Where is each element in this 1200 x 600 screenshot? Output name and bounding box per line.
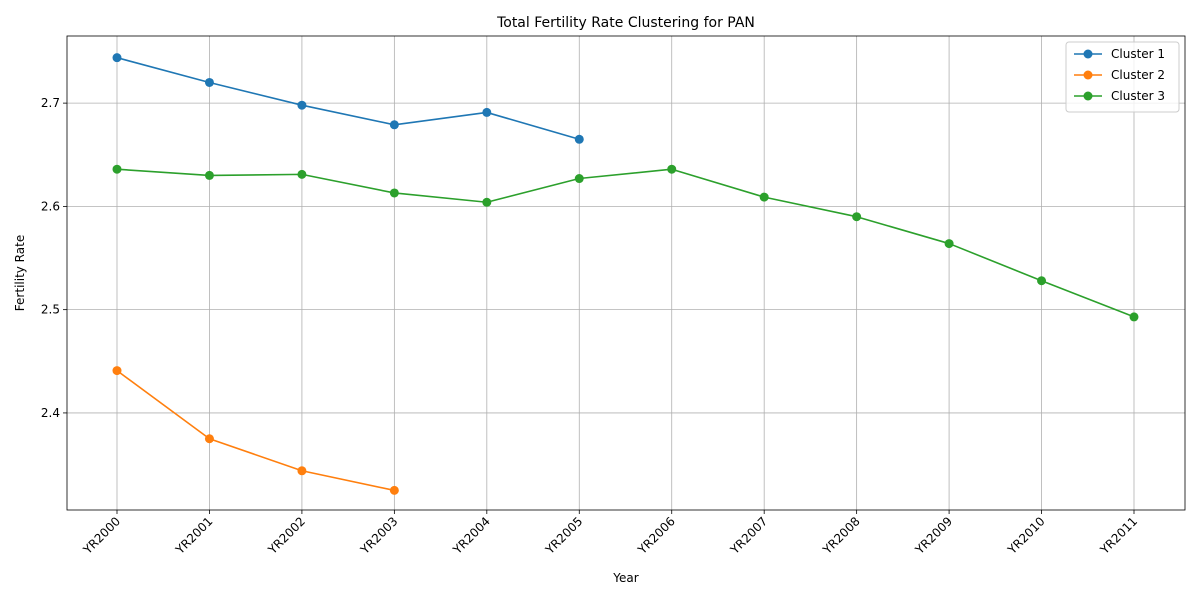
data-point <box>112 366 122 376</box>
data-point <box>297 169 307 179</box>
data-point <box>112 164 122 174</box>
data-point <box>944 239 954 249</box>
y-tick-label: 2.4 <box>41 406 60 420</box>
x-tick-label: YR2000 <box>80 514 123 557</box>
x-axis-label: Year <box>612 571 638 585</box>
x-tick-label: YR2004 <box>450 514 493 557</box>
data-point <box>389 485 399 495</box>
plot-frame <box>66 35 1186 511</box>
legend-label: Cluster 3 <box>1111 89 1165 103</box>
series-2 <box>112 366 399 495</box>
y-tick-label: 2.6 <box>41 199 60 213</box>
x-tick-label: YR2007 <box>727 514 770 557</box>
chart-title: Total Fertility Rate Clustering for PAN <box>496 15 755 31</box>
data-point <box>389 188 399 198</box>
series-line <box>116 56 581 141</box>
legend-label: Cluster 1 <box>1111 47 1165 61</box>
grid <box>67 36 1185 510</box>
series-group <box>112 53 1139 495</box>
legend-marker <box>1083 49 1093 59</box>
data-point <box>204 434 214 444</box>
series-3 <box>112 164 1139 322</box>
legend-label: Cluster 2 <box>1111 68 1165 82</box>
x-tick-label: YR2003 <box>357 514 400 557</box>
x-tick-label: YR2009 <box>912 514 955 557</box>
data-point <box>482 107 492 117</box>
data-point <box>574 174 584 184</box>
data-point <box>297 100 307 110</box>
ticks: YR2000 YR2001 YR2002 YR2003 YR2004 YR2005 YR20… <box>41 96 1140 557</box>
data-point <box>1037 276 1047 286</box>
legend: Cluster 1 Cluster 2 Cluster 3 <box>1065 41 1180 113</box>
x-tick-label: YR2008 <box>819 514 862 557</box>
data-point <box>482 197 492 207</box>
x-tick-label: YR2005 <box>542 514 585 557</box>
y-tick-label: 2.5 <box>41 303 60 317</box>
data-point <box>759 192 769 202</box>
data-point <box>112 53 122 63</box>
data-point <box>204 77 214 87</box>
data-point <box>1129 312 1139 322</box>
data-point <box>667 164 677 174</box>
x-tick-label: YR2001 <box>172 514 215 557</box>
data-point <box>297 466 307 476</box>
data-point <box>852 212 862 222</box>
legend-marker <box>1083 70 1093 80</box>
legend-marker <box>1083 91 1093 101</box>
data-point <box>204 170 214 180</box>
data-point <box>389 120 399 130</box>
x-tick-label: YR2011 <box>1097 514 1140 557</box>
series-1 <box>112 53 584 144</box>
x-tick-label: YR2010 <box>1004 514 1047 557</box>
series-line <box>115 369 396 492</box>
legend-item: Cluster 2 <box>1074 68 1165 82</box>
y-axis-label: Fertility Rate <box>13 235 27 311</box>
legend-item: Cluster 1 <box>1074 47 1165 61</box>
series-line <box>116 168 1136 318</box>
data-point <box>574 134 584 144</box>
legend-item: Cluster 3 <box>1074 89 1165 103</box>
x-tick-label: YR2006 <box>635 514 678 557</box>
y-tick-label: 2.7 <box>41 96 60 110</box>
legend-box <box>1065 41 1180 113</box>
x-tick-label: YR2002 <box>265 514 308 557</box>
